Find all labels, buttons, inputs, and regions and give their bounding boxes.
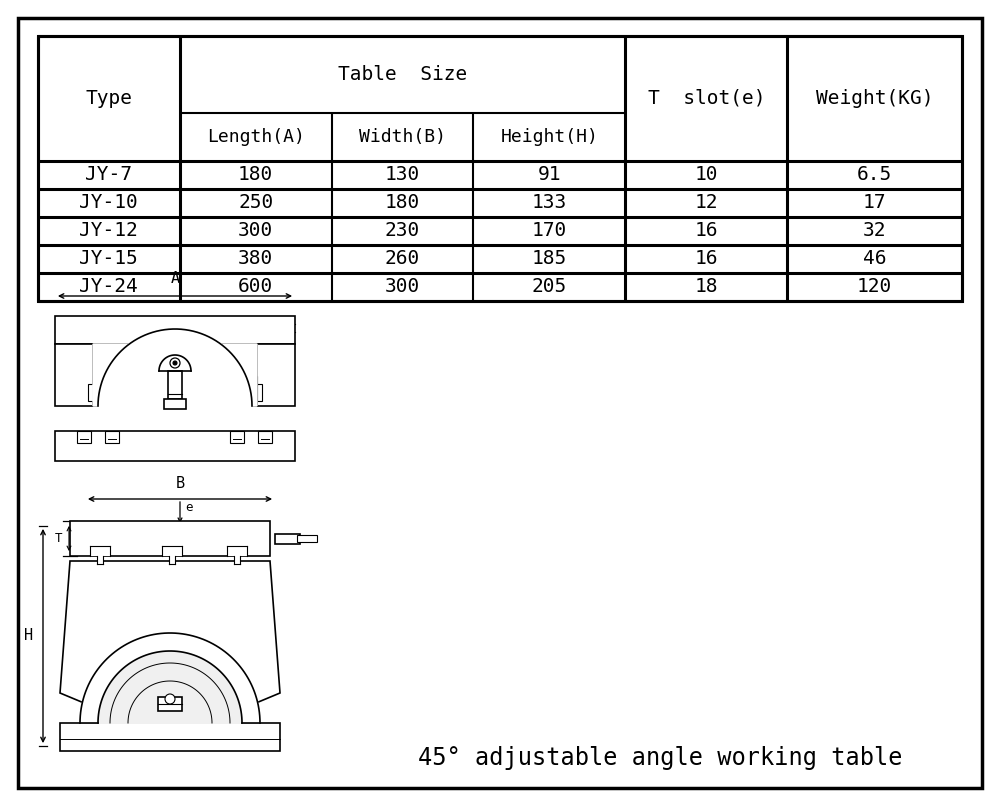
Circle shape bbox=[165, 694, 175, 704]
Polygon shape bbox=[159, 355, 191, 371]
Text: 120: 120 bbox=[857, 277, 892, 297]
Text: 250: 250 bbox=[238, 193, 273, 212]
Circle shape bbox=[170, 358, 180, 368]
Text: Height(H): Height(H) bbox=[500, 127, 598, 146]
Text: 380: 380 bbox=[238, 249, 273, 268]
Text: Type: Type bbox=[85, 89, 132, 108]
Bar bbox=[227, 546, 247, 556]
Text: Weight(KG): Weight(KG) bbox=[816, 89, 933, 108]
Text: 170: 170 bbox=[532, 222, 567, 240]
Text: 180: 180 bbox=[385, 193, 420, 212]
Text: e: e bbox=[185, 501, 192, 514]
Text: 16: 16 bbox=[695, 222, 718, 240]
Bar bbox=[97, 556, 103, 564]
Bar bbox=[247, 376, 257, 401]
Text: 260: 260 bbox=[385, 249, 420, 268]
Text: 205: 205 bbox=[532, 277, 567, 297]
Text: 300: 300 bbox=[385, 277, 420, 297]
Text: 185: 185 bbox=[532, 249, 567, 268]
Text: B: B bbox=[175, 476, 185, 491]
Text: 12: 12 bbox=[695, 193, 718, 212]
Text: 46: 46 bbox=[863, 249, 886, 268]
Text: T: T bbox=[54, 532, 62, 545]
Text: 18: 18 bbox=[695, 277, 718, 297]
Text: 6.5: 6.5 bbox=[857, 165, 892, 184]
Polygon shape bbox=[93, 329, 257, 406]
Bar bbox=[168, 371, 182, 399]
Bar bbox=[158, 697, 182, 711]
Text: JY-12: JY-12 bbox=[79, 222, 138, 240]
Bar bbox=[77, 431, 91, 443]
Bar bbox=[55, 344, 93, 406]
Bar bbox=[55, 316, 295, 344]
Text: JY-24: JY-24 bbox=[79, 277, 138, 297]
Bar bbox=[230, 431, 244, 443]
Bar bbox=[164, 399, 186, 409]
Text: 10: 10 bbox=[695, 165, 718, 184]
Text: 45° adjustable angle working table: 45° adjustable angle working table bbox=[418, 746, 902, 770]
Text: 300: 300 bbox=[238, 222, 273, 240]
Bar bbox=[257, 344, 295, 406]
Text: 230: 230 bbox=[385, 222, 420, 240]
Text: Table  Size: Table Size bbox=[338, 65, 467, 84]
Text: A: A bbox=[170, 271, 180, 286]
Polygon shape bbox=[80, 633, 260, 723]
Text: 16: 16 bbox=[695, 249, 718, 268]
Text: T  slot(e): T slot(e) bbox=[648, 89, 765, 108]
Bar bbox=[60, 723, 280, 751]
Bar bbox=[275, 534, 300, 543]
Polygon shape bbox=[60, 561, 280, 723]
Bar bbox=[257, 384, 262, 401]
Bar bbox=[234, 556, 240, 564]
Bar bbox=[88, 384, 93, 401]
Text: JY-7: JY-7 bbox=[85, 165, 132, 184]
Polygon shape bbox=[98, 651, 242, 723]
Bar bbox=[93, 376, 103, 401]
Text: 180: 180 bbox=[238, 165, 273, 184]
Bar bbox=[38, 36, 962, 301]
Circle shape bbox=[173, 361, 177, 365]
Text: H: H bbox=[24, 629, 33, 643]
Text: 130: 130 bbox=[385, 165, 420, 184]
Text: 17: 17 bbox=[863, 193, 886, 212]
Bar bbox=[105, 431, 119, 443]
Text: 91: 91 bbox=[538, 165, 561, 184]
Bar bbox=[258, 431, 272, 443]
Text: JY-10: JY-10 bbox=[79, 193, 138, 212]
Text: Width(B): Width(B) bbox=[359, 127, 446, 146]
Text: Length(A): Length(A) bbox=[207, 127, 305, 146]
Text: 600: 600 bbox=[238, 277, 273, 297]
Bar bbox=[162, 546, 182, 556]
Bar bbox=[70, 521, 270, 556]
Text: JY-15: JY-15 bbox=[79, 249, 138, 268]
Bar bbox=[90, 546, 110, 556]
Bar bbox=[297, 534, 317, 542]
Text: 133: 133 bbox=[532, 193, 567, 212]
Text: 32: 32 bbox=[863, 222, 886, 240]
Bar bbox=[55, 431, 295, 461]
Bar bbox=[169, 556, 175, 564]
